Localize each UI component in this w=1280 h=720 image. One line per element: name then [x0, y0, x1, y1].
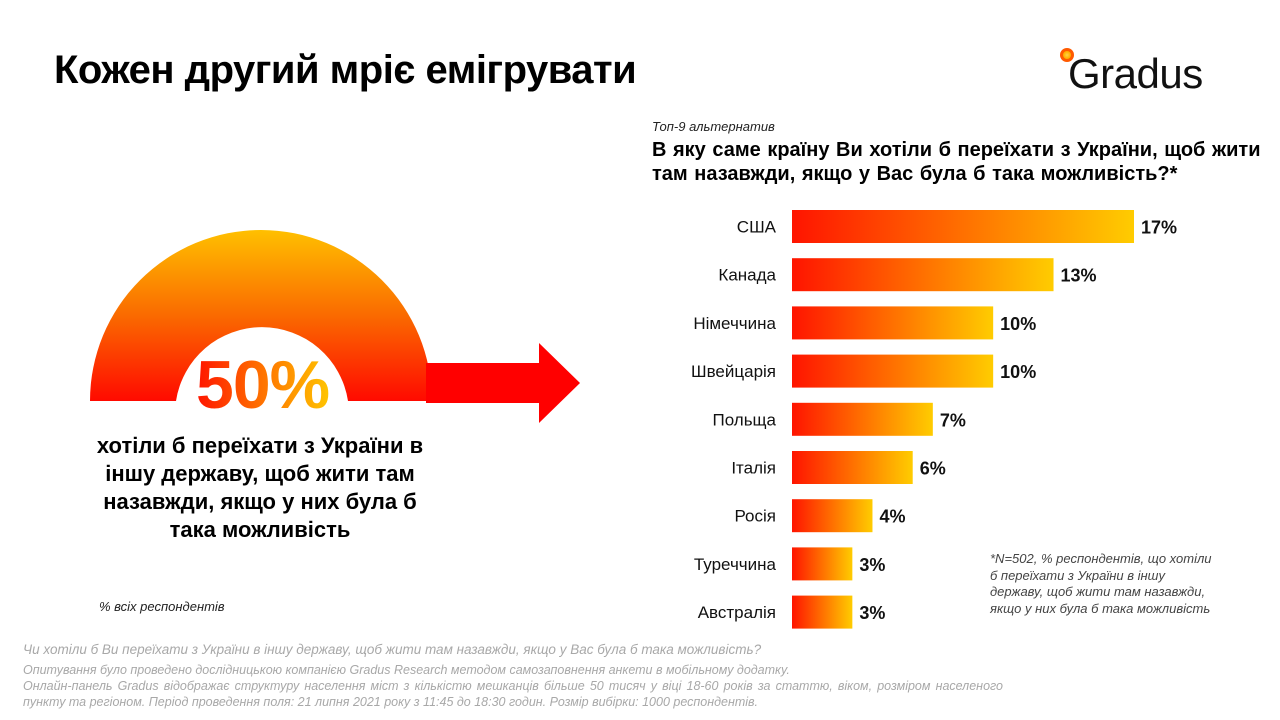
gauge-arc: [90, 230, 432, 401]
category-label: Італія: [731, 459, 776, 478]
value-label: 10%: [1000, 362, 1036, 382]
footer: Чи хотіли б Ви переїхати з України в інш…: [23, 642, 1003, 710]
headline-percent: 50%: [196, 347, 330, 423]
bar: [792, 451, 913, 484]
bar: [792, 547, 853, 581]
category-label: Польща: [712, 410, 776, 429]
half-donut-gauge: [90, 230, 580, 423]
logo-text: Gradus: [1068, 50, 1203, 97]
chart-title: В яку саме країну Ви хотіли б переїхати …: [652, 139, 1261, 185]
value-label: 10%: [1000, 314, 1036, 334]
footer-question: Чи хотіли б Ви переїхати з України в інш…: [23, 642, 762, 657]
category-label: Австралія: [698, 603, 776, 622]
bar: [792, 402, 933, 436]
value-label: 3%: [859, 603, 885, 623]
bar: [792, 354, 994, 388]
bar: [792, 595, 853, 629]
value-label: 7%: [940, 410, 966, 430]
category-label: Швейцарія: [691, 362, 776, 381]
headline-description: хотіли б переїхати з України в іншу держ…: [96, 433, 424, 542]
base-note: % всіх респондентів: [99, 599, 225, 614]
category-label: США: [737, 218, 777, 237]
category-label: Росія: [734, 507, 776, 526]
gradus-logo: Gradus: [1060, 44, 1240, 104]
bar: [792, 210, 1134, 243]
chart-footnote: *N=502, % респондентів, що хотіли б пере…: [990, 551, 1212, 616]
value-label: 6%: [920, 459, 946, 479]
category-label: Туреччина: [694, 555, 777, 574]
chart-subtitle: Топ-9 альтернатив: [652, 119, 775, 134]
value-label: 4%: [879, 507, 905, 527]
bar: [792, 258, 1054, 292]
bar: [792, 306, 994, 340]
value-label: 17%: [1141, 218, 1177, 238]
bar: [792, 499, 873, 533]
logo-dot-icon: [1060, 48, 1074, 62]
value-label: 13%: [1061, 266, 1097, 286]
page-title: Кожен другий мріє емігрувати: [54, 48, 637, 92]
category-label: Канада: [718, 266, 776, 285]
category-label: Німеччина: [693, 314, 776, 333]
footer-methodology-2: Онлайн-панель Gradus відображає структур…: [23, 679, 1003, 709]
arrow-right-icon: [426, 343, 580, 423]
bar-chart: США 17% Канада 13% Німеччина 10% Швейцарія 10% П…: [691, 210, 1177, 629]
footer-methodology-1: Опитування було проведено дослідницькою …: [23, 663, 790, 677]
value-label: 3%: [859, 555, 885, 575]
